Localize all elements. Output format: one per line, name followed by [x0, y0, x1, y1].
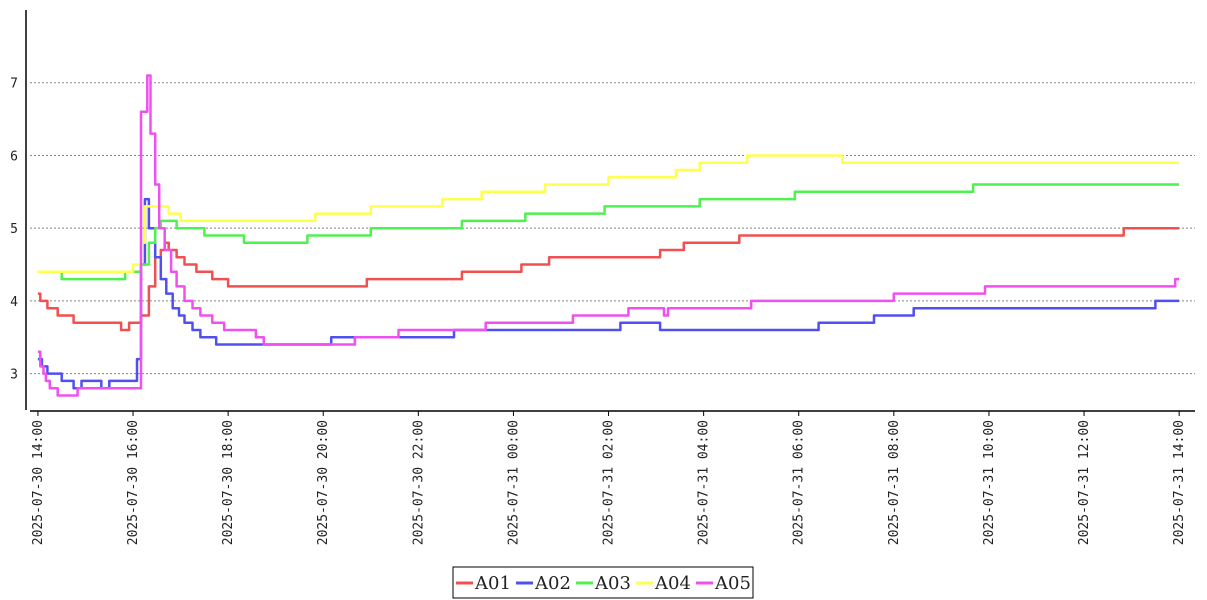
- x-tick-label: 2025-07-31 12:00: [1077, 420, 1092, 545]
- y-tick-label: 5: [10, 222, 18, 237]
- legend: A01 A02 A03 A04 A05: [452, 566, 754, 599]
- x-tick-label: 2025-07-31 04:00: [697, 420, 712, 545]
- y-tick-label: 4: [10, 295, 18, 310]
- x-tick-label: 2025-07-31 06:00: [792, 420, 807, 545]
- x-tick-label: 2025-07-31 10:00: [982, 420, 997, 545]
- x-tick-label: 2025-07-30 14:00: [31, 420, 46, 545]
- legend-label-a04: A04: [654, 573, 691, 594]
- x-tick-labels: 2025-07-30 14:00 2025-07-30 16:00 2025-07-…: [31, 411, 1187, 545]
- x-tick-label: 2025-07-31 14:00: [1172, 420, 1187, 545]
- series-line-a02: [37, 197, 1180, 390]
- legend-label-a05: A05: [714, 573, 751, 594]
- series-line-a03: [37, 183, 1180, 281]
- legend-label-a03: A03: [594, 573, 631, 594]
- legend-label-a01: A01: [474, 573, 511, 594]
- y-tick-label: 6: [10, 149, 18, 164]
- y-tick-labels: 3 4 5 6 7: [10, 77, 18, 383]
- legend-label-a02: A02: [534, 573, 571, 594]
- x-tick-label: 2025-07-30 18:00: [221, 420, 236, 545]
- x-tick-label: 2025-07-30 16:00: [126, 420, 141, 545]
- x-tick-label: 2025-07-31 08:00: [887, 420, 902, 545]
- series-line-a05: [37, 74, 1180, 397]
- axes: [25, 10, 1195, 412]
- x-tick-label: 2025-07-30 20:00: [316, 420, 331, 545]
- x-tick-label: 2025-07-30 22:00: [411, 420, 426, 545]
- series-line-a04: [37, 154, 1180, 274]
- x-tick-label: 2025-07-31 02:00: [602, 420, 617, 545]
- y-tick-label: 7: [10, 77, 18, 92]
- series-lines: [37, 74, 1180, 397]
- series-line-a01: [37, 226, 1180, 332]
- y-tick-label: 3: [10, 368, 18, 383]
- x-tick-label: 2025-07-31 00:00: [506, 420, 521, 545]
